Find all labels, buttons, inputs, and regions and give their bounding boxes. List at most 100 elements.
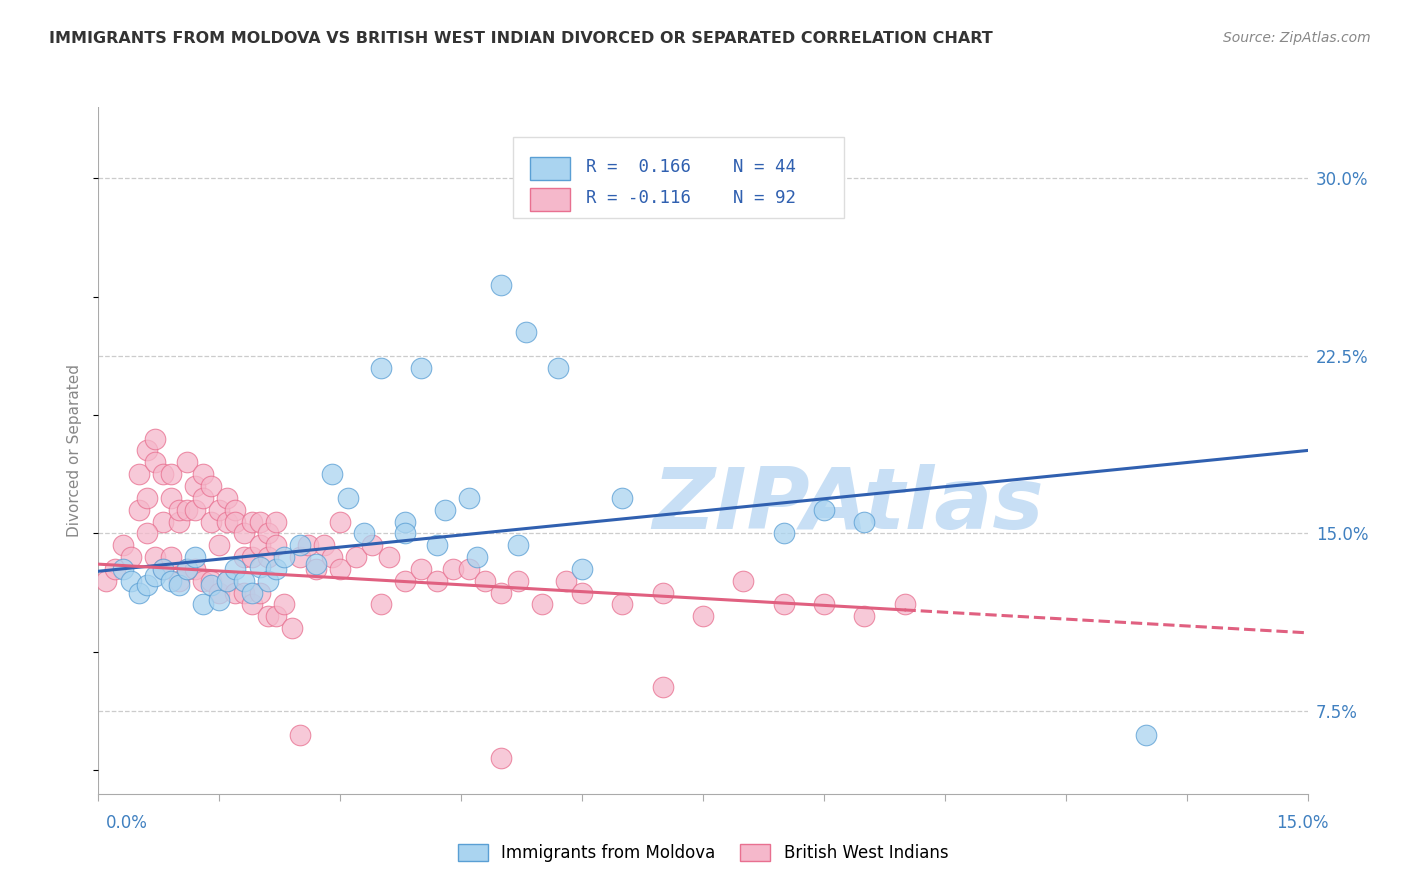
Point bbox=[184, 562, 207, 576]
Text: 15.0%: 15.0% bbox=[1277, 814, 1329, 831]
Point bbox=[733, 574, 755, 588]
Point bbox=[217, 515, 239, 529]
Point bbox=[96, 574, 118, 588]
Point bbox=[394, 574, 416, 588]
Point bbox=[288, 549, 311, 564]
Point bbox=[612, 491, 634, 505]
Point bbox=[249, 515, 271, 529]
Point bbox=[458, 562, 481, 576]
Point bbox=[167, 574, 190, 588]
Point bbox=[167, 515, 190, 529]
Point bbox=[249, 585, 271, 599]
Point bbox=[337, 491, 360, 505]
Point bbox=[200, 578, 222, 592]
Point bbox=[128, 502, 150, 516]
Point bbox=[394, 515, 416, 529]
Point bbox=[217, 491, 239, 505]
FancyBboxPatch shape bbox=[530, 188, 569, 211]
Point bbox=[288, 538, 311, 552]
Point bbox=[232, 549, 254, 564]
Point bbox=[893, 598, 915, 612]
Point bbox=[281, 621, 304, 635]
Point bbox=[176, 562, 198, 576]
Y-axis label: Divorced or Separated: Divorced or Separated bbox=[67, 364, 83, 537]
Point bbox=[426, 538, 449, 552]
Point bbox=[135, 491, 157, 505]
Text: Source: ZipAtlas.com: Source: ZipAtlas.com bbox=[1223, 31, 1371, 45]
Point bbox=[361, 538, 384, 552]
Point bbox=[329, 562, 352, 576]
Point bbox=[176, 502, 198, 516]
Point bbox=[249, 559, 271, 574]
Point bbox=[193, 467, 215, 482]
Legend: Immigrants from Moldova, British West Indians: Immigrants from Moldova, British West In… bbox=[450, 836, 956, 871]
Point bbox=[264, 515, 287, 529]
Point bbox=[193, 491, 215, 505]
Text: R =  0.166    N = 44: R = 0.166 N = 44 bbox=[586, 159, 796, 177]
Point bbox=[474, 574, 496, 588]
Point bbox=[853, 609, 876, 624]
Point bbox=[128, 467, 150, 482]
Point bbox=[314, 538, 336, 552]
Point bbox=[409, 562, 432, 576]
Point bbox=[651, 681, 673, 695]
Point bbox=[120, 574, 142, 588]
Point bbox=[152, 562, 174, 576]
Point bbox=[264, 562, 287, 576]
Point bbox=[370, 360, 392, 375]
Point bbox=[394, 526, 416, 541]
Point bbox=[224, 585, 246, 599]
Point bbox=[111, 538, 134, 552]
Point bbox=[264, 538, 287, 552]
Point bbox=[321, 467, 343, 482]
Point bbox=[491, 277, 513, 292]
Point bbox=[651, 585, 673, 599]
Point bbox=[305, 562, 328, 576]
Point bbox=[160, 491, 183, 505]
Point bbox=[208, 585, 231, 599]
Point bbox=[167, 578, 190, 592]
Point bbox=[232, 526, 254, 541]
Point bbox=[377, 549, 399, 564]
Point bbox=[176, 562, 198, 576]
Point bbox=[692, 609, 714, 624]
Point bbox=[135, 526, 157, 541]
Point bbox=[232, 574, 254, 588]
Point bbox=[135, 578, 157, 592]
Point bbox=[143, 432, 166, 446]
Point bbox=[184, 502, 207, 516]
Point bbox=[273, 598, 295, 612]
Point bbox=[224, 515, 246, 529]
FancyBboxPatch shape bbox=[513, 136, 845, 219]
Text: 0.0%: 0.0% bbox=[105, 814, 148, 831]
Point bbox=[264, 609, 287, 624]
Point bbox=[491, 585, 513, 599]
Point bbox=[256, 526, 278, 541]
Point bbox=[441, 562, 464, 576]
Point bbox=[240, 585, 263, 599]
Point bbox=[434, 502, 457, 516]
Point bbox=[288, 728, 311, 742]
Point bbox=[1135, 728, 1157, 742]
Point bbox=[530, 598, 553, 612]
Point bbox=[409, 360, 432, 375]
Point bbox=[256, 574, 278, 588]
FancyBboxPatch shape bbox=[530, 157, 569, 180]
Point bbox=[184, 549, 207, 564]
Point bbox=[208, 538, 231, 552]
Text: IMMIGRANTS FROM MOLDOVA VS BRITISH WEST INDIAN DIVORCED OR SEPARATED CORRELATION: IMMIGRANTS FROM MOLDOVA VS BRITISH WEST … bbox=[49, 31, 993, 46]
Point bbox=[273, 549, 295, 564]
Point bbox=[555, 574, 578, 588]
Point bbox=[612, 598, 634, 612]
Point bbox=[224, 562, 246, 576]
Point bbox=[167, 502, 190, 516]
Point bbox=[370, 598, 392, 612]
Point bbox=[305, 557, 328, 571]
Point bbox=[184, 479, 207, 493]
Point bbox=[853, 515, 876, 529]
Point bbox=[160, 467, 183, 482]
Point bbox=[160, 574, 183, 588]
Point bbox=[143, 569, 166, 583]
Point bbox=[200, 479, 222, 493]
Point bbox=[120, 549, 142, 564]
